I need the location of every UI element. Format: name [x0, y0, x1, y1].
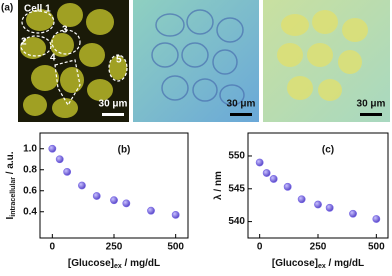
plot-frame — [39, 132, 189, 239]
y-tick-label: 0.6 — [23, 185, 37, 196]
data-point — [314, 200, 322, 209]
data-point — [78, 181, 86, 190]
data-point — [92, 192, 101, 200]
scale-bar-label: 30 μm — [99, 99, 128, 110]
label-part: [Glucose] — [68, 258, 114, 269]
image-brightfield — [133, 0, 259, 122]
data-point — [122, 199, 131, 208]
x-tick-label: 0 — [257, 242, 263, 253]
y-tick-label: 540 — [228, 216, 245, 227]
data-point — [269, 175, 278, 183]
image-fluorescence — [18, 0, 129, 122]
x-axis-label: [Glucose]ex / mg/dL — [272, 258, 364, 271]
y-tick-label: 545 — [228, 183, 245, 194]
data-point — [297, 195, 306, 204]
cell-label: 3 — [62, 25, 68, 36]
y-tick-label: 0.8 — [23, 164, 37, 175]
y-axis-label: Iintracellular / a.u. — [5, 151, 18, 219]
label-part: / mg/dL — [326, 258, 364, 269]
x-tick-label: 250 — [310, 242, 327, 253]
panel-label: (c) — [322, 145, 334, 156]
data-point — [110, 196, 118, 205]
data-point — [48, 144, 57, 153]
data-point — [55, 155, 64, 164]
data-point — [325, 203, 334, 212]
label-part: / a.u. — [5, 151, 16, 177]
data-point — [262, 169, 271, 177]
y-tick-label: 550 — [228, 151, 245, 162]
x-tick-label: 250 — [106, 242, 123, 253]
image-merged — [263, 0, 390, 122]
panel-label: (a) — [1, 3, 13, 14]
label-part: intracellular — [10, 177, 17, 217]
label-part: I — [5, 217, 16, 220]
x-tick-label: 500 — [167, 242, 184, 253]
scale-bar-label: 30 μm — [227, 99, 256, 110]
y-axis-label: λ / nm — [213, 171, 224, 200]
label-part: / mg/dL — [122, 258, 160, 269]
label-part: λ / nm — [213, 171, 224, 200]
scale-bar-label: 30 μm — [357, 99, 386, 110]
panel-label: (b) — [118, 145, 131, 156]
data-point — [147, 206, 155, 215]
plot-frame — [247, 132, 389, 239]
x-axis-label: [Glucose]ex / mg/dL — [68, 258, 160, 271]
label-part: ex — [114, 263, 122, 270]
x-tick-label: 500 — [368, 242, 385, 253]
data-point — [255, 158, 264, 167]
data-point — [63, 167, 72, 176]
cell-label: 5 — [116, 55, 122, 66]
y-tick-label: 1.0 — [23, 143, 37, 154]
label-part: ex — [318, 263, 326, 270]
cell-label: Cell 1 — [24, 4, 51, 15]
label-part: [Glucose] — [272, 258, 318, 269]
cell-label: 2 — [21, 37, 27, 48]
x-tick-label: 0 — [50, 242, 56, 253]
data-point — [372, 215, 381, 223]
y-tick-label: 0.4 — [23, 206, 37, 217]
cell-label: 4 — [50, 53, 56, 64]
data-point — [349, 209, 357, 218]
data-point — [283, 182, 292, 191]
data-point — [171, 210, 180, 219]
